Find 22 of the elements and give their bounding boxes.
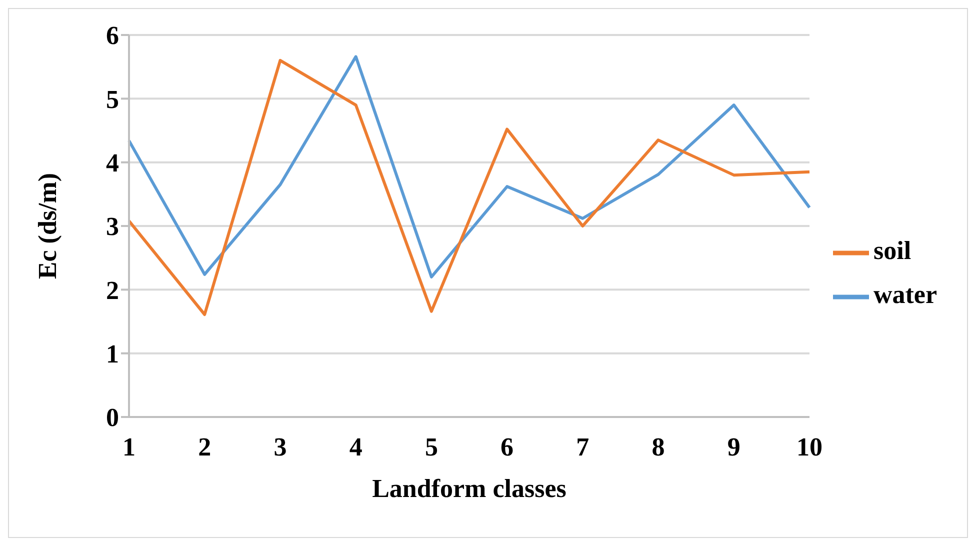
y-tick-label: 3	[106, 212, 119, 242]
line-series	[128, 58, 811, 316]
y-tick-label: 1	[106, 340, 119, 369]
x-tick-label: 8	[652, 432, 665, 462]
x-tick-label: 9	[727, 432, 740, 462]
y-tick-label: 6	[106, 21, 119, 50]
y-tick-label: 5	[106, 84, 119, 114]
y-tick-label: 4	[106, 148, 119, 178]
x-tick-label: 6	[500, 432, 514, 462]
x-axis-title: Landform classes	[372, 474, 566, 503]
x-tick-label: 4	[349, 432, 362, 462]
y-tick-label: 0	[106, 403, 119, 432]
x-tick-label: 7	[576, 432, 590, 462]
legend-label: soil	[873, 236, 912, 265]
x-tick-label: 10	[796, 432, 822, 462]
line-series	[128, 55, 811, 278]
x-tick-label: 5	[424, 432, 438, 462]
x-tick-label: 2	[198, 432, 212, 462]
y-axis-title: Ec (ds/m)	[33, 172, 62, 280]
x-tick-label: 3	[274, 432, 287, 462]
y-tick-label: 2	[106, 276, 119, 305]
legend-label: water	[873, 280, 937, 309]
